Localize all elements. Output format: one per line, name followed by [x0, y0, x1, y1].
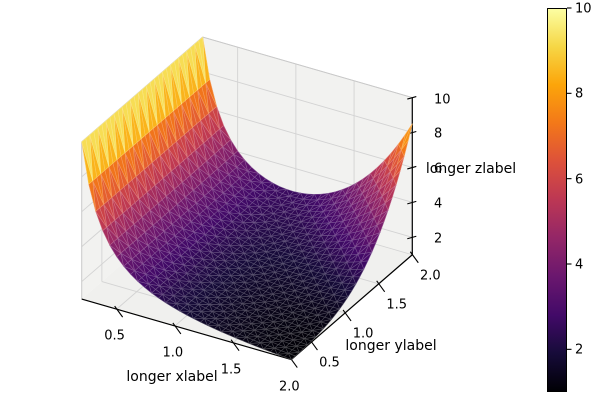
colorbar-tick-label: 10: [575, 1, 592, 17]
x-tick-label: 1.5: [220, 362, 242, 378]
x-tick-label: 2.0: [278, 379, 300, 395]
z-tick-label: 4: [434, 196, 443, 212]
x-tick-label: 1.0: [162, 345, 184, 361]
x-axis-label: longer xlabel: [126, 369, 218, 385]
colorbar-tick-label: 8: [575, 86, 584, 102]
z-tick-label: 10: [434, 92, 451, 108]
x-tick-label: 0.5: [104, 328, 125, 344]
z-axis-label: longer zlabel: [425, 161, 517, 177]
y-tick-label: 0.5: [319, 355, 340, 371]
colorbar-tick-label: 4: [575, 257, 584, 273]
z-tick-label: 8: [434, 126, 443, 142]
y-tick-label: 1.5: [386, 297, 408, 313]
y-tick-label: 2.0: [419, 268, 441, 284]
y-axis-label: longer ylabel: [345, 338, 437, 354]
z-tick-label: 2: [434, 231, 443, 247]
colorbar-tick-label: 6: [575, 172, 584, 188]
z-tick-label: 6: [434, 161, 443, 177]
y-tick-label: 1.0: [352, 326, 374, 342]
colorbar-tick-label: 2: [575, 342, 584, 358]
